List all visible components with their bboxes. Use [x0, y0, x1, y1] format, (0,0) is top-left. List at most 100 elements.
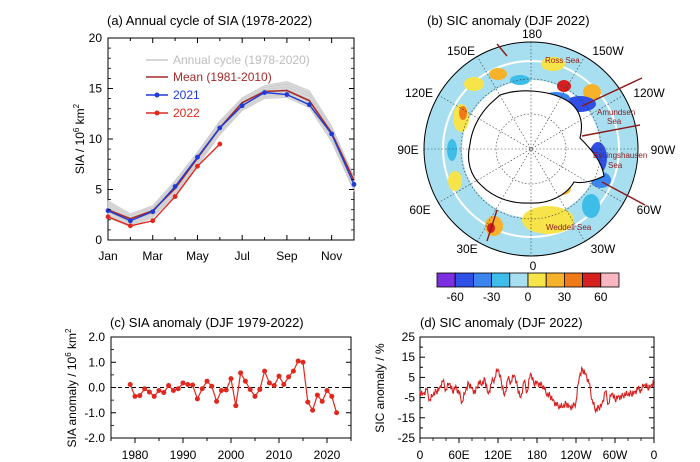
y-tick-label: 10	[89, 132, 103, 146]
colorbar-bin	[491, 272, 511, 288]
sia-anomaly-point	[276, 373, 282, 379]
colorbar-bin	[545, 272, 565, 288]
x-tick-label: Mar	[142, 249, 163, 263]
annual-cycle-member-line	[107, 86, 355, 219]
panel-a-x-axis: Jan Mar May Jul Sep Nov	[98, 38, 355, 263]
x-tick-label: 2010	[266, 448, 293, 462]
lon-label-0: 0	[530, 259, 537, 273]
panel-a-series-layer	[105, 89, 357, 229]
sia-anomaly-point	[233, 403, 239, 409]
colorbar-bin	[527, 272, 547, 288]
legend-2022-label: 2022	[173, 106, 200, 120]
colorbar-bin	[564, 272, 584, 288]
colorbar-tick-label: 60	[594, 290, 608, 304]
colorbar-tick-label: -30	[483, 290, 501, 304]
lon-label-90e: 90E	[397, 143, 418, 157]
sia-anomaly-point	[146, 389, 152, 395]
lon-label-60e: 60E	[409, 203, 430, 217]
series-marker-2021	[351, 182, 357, 187]
anomaly-patch	[557, 80, 571, 92]
anomaly-patch	[489, 68, 507, 80]
x-tick-label: Sep	[276, 249, 298, 263]
sia-anomaly-point	[214, 398, 220, 404]
x-tick-label: 0	[651, 448, 658, 462]
sia-anomaly-point	[142, 386, 148, 392]
panel-d-y-axis: -25 -15 -5 5 15 25	[398, 330, 654, 445]
colorbar-bin	[472, 272, 492, 288]
lon-label-90w: 90W	[651, 143, 676, 157]
sia-anomaly-point	[156, 388, 162, 394]
y-tick-label: 20	[89, 31, 103, 45]
sia-anomaly-point	[185, 381, 191, 387]
anomaly-patch	[522, 206, 574, 234]
panel-a-title: (a) Annual cycle of SIA (1978-2022)	[107, 13, 312, 28]
latitude-circle	[460, 78, 602, 220]
colorbar-tick-label: 0	[525, 290, 532, 304]
series-marker-2022	[217, 141, 223, 147]
panel-a-legend: Annual cycle (1978-2020) Mean (1981-2010…	[146, 53, 310, 120]
sia-anomaly-point	[305, 399, 311, 405]
lon-label-180: 180	[522, 27, 542, 41]
x-tick-label: Jul	[235, 249, 250, 263]
series-marker-2021	[150, 209, 156, 215]
x-tick-label: 1980	[122, 448, 149, 462]
region-label-amundsen: Amundsen	[597, 108, 635, 117]
x-tick-label: 0	[417, 448, 424, 462]
panel-b-title: (b) SIC anomaly (DJF 2022)	[427, 13, 590, 28]
panel-d-y-label: SIC anomaly / %	[373, 343, 387, 433]
y-tick-label: 2.0	[88, 330, 105, 344]
series-marker-2021	[239, 103, 245, 109]
series-line-2021	[107, 91, 355, 222]
series-marker-2021	[195, 154, 200, 160]
meridian	[437, 94, 625, 204]
sia-anomaly-point	[334, 410, 340, 416]
lon-label-150e: 150E	[447, 44, 475, 58]
series-marker-2021	[172, 184, 178, 189]
panel-c-sia-anomaly: (c) SIA anomaly (DJF 1979-2022) -2.0 -1.0…	[64, 315, 352, 462]
sia-anomaly-point	[300, 359, 306, 365]
colorbar	[436, 272, 620, 288]
legend-2021-marker	[154, 92, 160, 98]
x-tick-label: Nov	[321, 249, 342, 263]
sia-anomaly-point	[175, 386, 181, 392]
meridian	[437, 94, 625, 204]
sic-anomaly-line	[419, 365, 655, 414]
series-marker-2022	[150, 218, 156, 224]
anomaly-patch	[582, 194, 600, 218]
anomaly-patch	[448, 171, 462, 191]
y-tick-label: -15	[398, 411, 416, 425]
y-tick-label: -2.0	[84, 431, 105, 445]
region-labels: Ross Sea Amundsen Sea Bellingshausen Sea…	[545, 56, 647, 232]
panel-a-y-axis: 0 5 10 15 20	[89, 31, 354, 247]
colorbar-tick-labels: -60 -30 0 30 60	[447, 290, 608, 304]
series-marker-2021	[127, 218, 133, 224]
panel-c-y-axis: -2.0 -1.0 0.0 1.0 2.0	[84, 330, 351, 445]
x-tick-label: Jan	[98, 249, 117, 263]
sia-anomaly-point	[329, 393, 335, 399]
map-boundary	[423, 41, 639, 257]
y-tick-label: 1.0	[88, 355, 105, 369]
anomaly-patch	[583, 84, 601, 100]
sector-line	[496, 43, 508, 57]
anomaly-patch	[510, 75, 530, 85]
panel-a-annual-cycle: (a) Annual cycle of SIA (1978-2022) 0 5 10…	[72, 13, 357, 263]
annual-cycle-envelope	[107, 81, 355, 228]
sia-anomaly-point	[166, 382, 172, 388]
panel-c-y-label: SIA anomaly / 106 km2	[64, 328, 79, 448]
series-marker-2022	[172, 194, 178, 199]
sia-anomaly-point	[223, 387, 229, 393]
colorbar-bin	[509, 272, 529, 288]
sector-line	[581, 77, 643, 107]
anomaly-patch	[447, 139, 457, 161]
series-marker-2021	[284, 92, 290, 97]
y-tick-label: 5	[95, 183, 102, 197]
panel-d-sic-anomaly-longitude: (d) SIC anomaly (DJF 2022) -25 -15 -5 5 15 25…	[373, 315, 658, 462]
sia-anomaly-point	[151, 393, 157, 399]
colorbar-tick-label: 30	[558, 290, 572, 304]
sia-anomaly-point	[319, 398, 325, 404]
anomaly-patch	[541, 57, 565, 71]
series-marker-2021	[329, 131, 335, 137]
region-label-bellingshausen: Bellingshausen	[593, 151, 647, 160]
panel-d-title: (d) SIC anomaly (DJF 2022)	[420, 315, 583, 330]
y-tick-label: 15	[402, 350, 416, 364]
